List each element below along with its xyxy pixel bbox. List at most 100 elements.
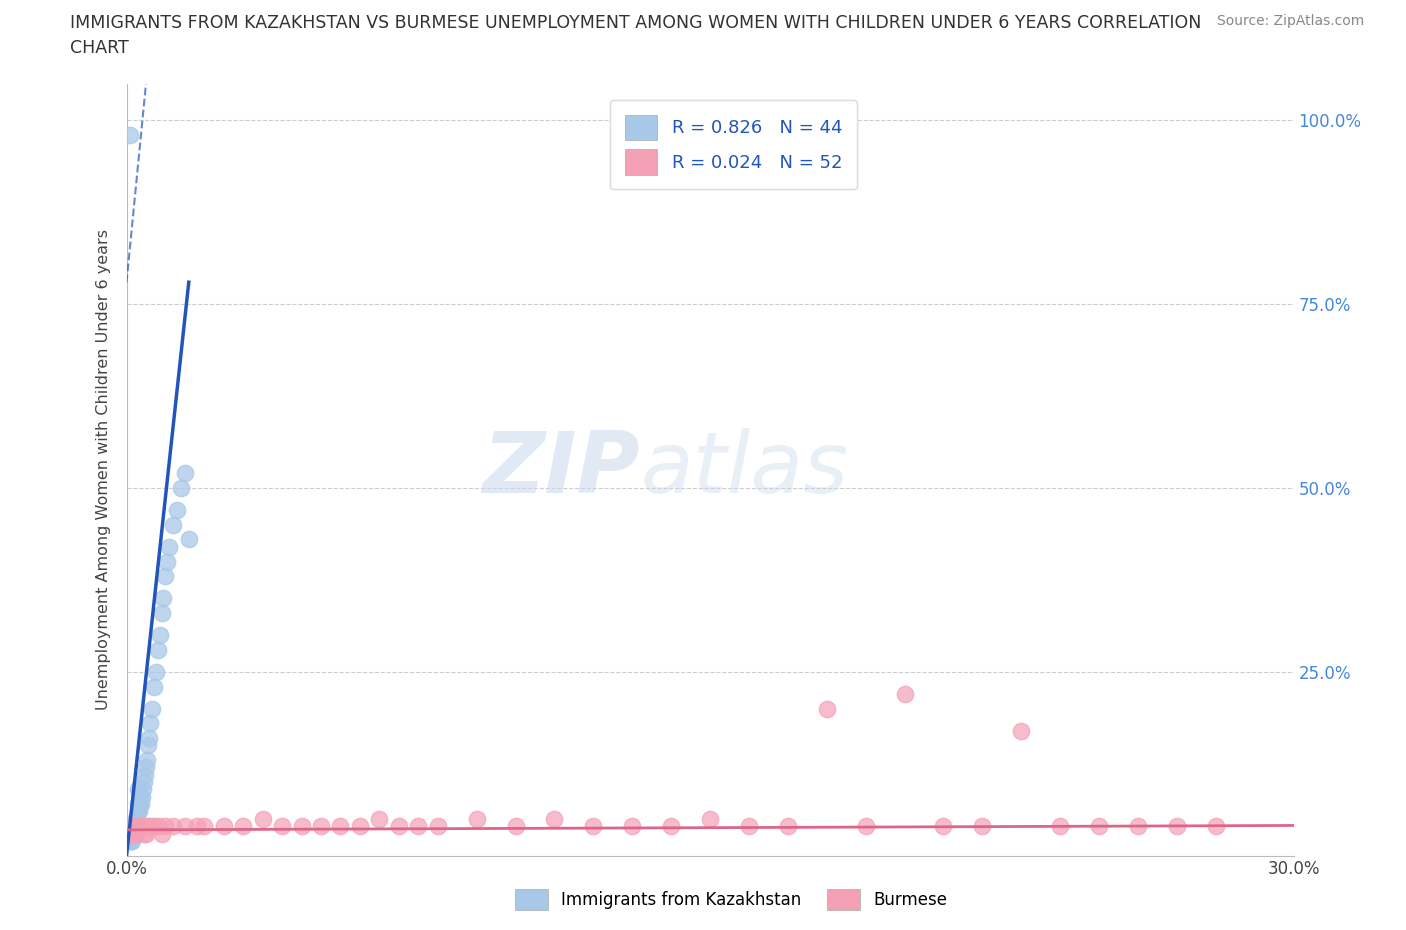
Point: [408, 818, 430, 833]
Point: [127, 797, 149, 812]
Point: [135, 826, 157, 841]
Point: [290, 818, 312, 833]
Point: [309, 818, 332, 833]
Point: [465, 811, 488, 826]
Point: [139, 818, 162, 833]
Point: [120, 127, 142, 142]
Point: [368, 811, 391, 826]
Point: [252, 811, 274, 826]
Point: [149, 628, 172, 643]
Point: [132, 782, 155, 797]
Point: [776, 818, 799, 833]
Point: [138, 731, 160, 746]
Point: [1166, 818, 1188, 833]
Text: CHART: CHART: [70, 39, 129, 57]
Point: [125, 811, 148, 826]
Point: [174, 466, 197, 481]
Legend: R = 0.826   N = 44, R = 0.024   N = 52: R = 0.826 N = 44, R = 0.024 N = 52: [610, 100, 856, 190]
Point: [505, 818, 527, 833]
Point: [124, 818, 146, 833]
Point: [131, 797, 153, 812]
Point: [815, 701, 838, 716]
Point: [156, 554, 179, 569]
Point: [155, 569, 177, 584]
Point: [232, 818, 254, 833]
Point: [135, 752, 157, 767]
Point: [127, 818, 149, 833]
Point: [121, 826, 143, 841]
Point: [659, 818, 682, 833]
Text: Source: ZipAtlas.com: Source: ZipAtlas.com: [1216, 14, 1364, 28]
Point: [150, 605, 173, 620]
Point: [152, 591, 174, 605]
Point: [155, 818, 177, 833]
Point: [135, 760, 157, 775]
Point: [621, 818, 644, 833]
Point: [125, 811, 148, 826]
Point: [146, 818, 169, 833]
Point: [131, 818, 153, 833]
Point: [118, 833, 141, 848]
Point: [121, 826, 143, 841]
Point: [157, 539, 180, 554]
Point: [166, 502, 188, 517]
Point: [329, 818, 352, 833]
Point: [1088, 818, 1111, 833]
Point: [128, 804, 150, 819]
Point: [127, 811, 149, 826]
Point: [124, 826, 146, 841]
Point: [193, 818, 215, 833]
Point: [146, 643, 169, 658]
Point: [271, 818, 294, 833]
Point: [132, 775, 155, 790]
Point: [117, 826, 139, 841]
Point: [893, 686, 915, 701]
Point: [124, 818, 146, 833]
Point: [120, 826, 142, 841]
Point: [141, 701, 163, 716]
Point: [142, 679, 165, 694]
Point: [129, 797, 152, 812]
Point: [738, 818, 761, 833]
Point: [134, 767, 156, 782]
Point: [142, 818, 165, 833]
Point: [972, 818, 994, 833]
Point: [129, 790, 152, 804]
Point: [120, 833, 142, 848]
Point: [1049, 818, 1071, 833]
Point: [129, 818, 152, 833]
Point: [120, 826, 142, 841]
Y-axis label: Unemployment Among Women with Children Under 6 years: Unemployment Among Women with Children U…: [96, 229, 111, 711]
Point: [174, 818, 197, 833]
Point: [699, 811, 721, 826]
Point: [136, 737, 159, 752]
Point: [132, 826, 155, 841]
Point: [136, 818, 159, 833]
Point: [162, 517, 184, 532]
Point: [177, 532, 200, 547]
Point: [121, 833, 143, 848]
Point: [582, 818, 605, 833]
Legend: Immigrants from Kazakhstan, Burmese: Immigrants from Kazakhstan, Burmese: [508, 883, 955, 917]
Point: [125, 826, 148, 841]
Point: [127, 804, 149, 819]
Point: [127, 782, 149, 797]
Point: [349, 818, 371, 833]
Point: [170, 481, 193, 496]
Point: [124, 826, 146, 841]
Point: [543, 811, 565, 826]
Text: ZIP: ZIP: [482, 428, 640, 512]
Point: [150, 826, 173, 841]
Point: [1126, 818, 1149, 833]
Point: [932, 818, 955, 833]
Point: [186, 818, 208, 833]
Point: [1205, 818, 1227, 833]
Point: [131, 790, 153, 804]
Point: [212, 818, 235, 833]
Point: [426, 818, 449, 833]
Text: IMMIGRANTS FROM KAZAKHSTAN VS BURMESE UNEMPLOYMENT AMONG WOMEN WITH CHILDREN UND: IMMIGRANTS FROM KAZAKHSTAN VS BURMESE UN…: [70, 14, 1202, 32]
Point: [1010, 724, 1032, 738]
Point: [162, 818, 184, 833]
Point: [122, 818, 145, 833]
Point: [388, 818, 411, 833]
